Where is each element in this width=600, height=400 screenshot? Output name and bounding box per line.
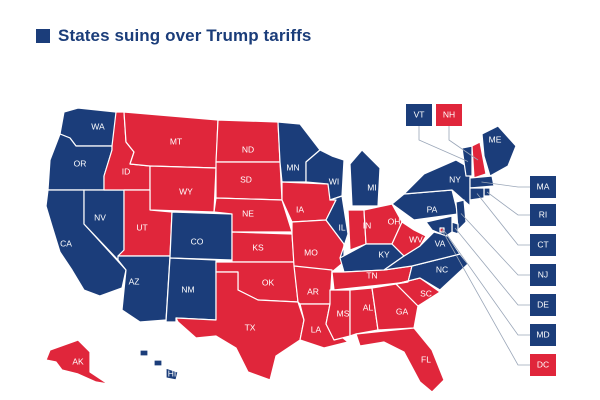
- state-label-la: LA: [311, 324, 322, 334]
- callout-box-nh: [436, 104, 462, 126]
- state-label-nc: NC: [436, 264, 448, 274]
- state-md: [425, 215, 453, 237]
- leader-line-de: [454, 227, 530, 306]
- state-me: [481, 125, 517, 177]
- state-label-co: CO: [191, 236, 204, 246]
- state-label-tn: TN: [366, 270, 377, 280]
- callout-label-nj: NJ: [538, 269, 548, 279]
- state-label-il: IL: [338, 222, 345, 232]
- state-label-ut: UT: [136, 222, 147, 232]
- leader-line-nj: [460, 213, 530, 276]
- callout-boxes: VT NH MA RI CT NJ DE MD DC: [406, 104, 556, 376]
- state-ga: [371, 283, 419, 331]
- state-label-nm: NM: [181, 284, 194, 294]
- state-label-sc: SC: [420, 288, 432, 298]
- state-pa: [391, 189, 459, 221]
- state-label-ia: IA: [296, 204, 304, 214]
- legend-swatch-suing: [36, 29, 50, 43]
- state-label-wv: WV: [409, 234, 423, 244]
- state-label-in: IN: [363, 220, 372, 230]
- state-label-nd: ND: [242, 144, 254, 154]
- leader-line-ct: [476, 193, 530, 246]
- callout-label-de: DE: [537, 299, 549, 309]
- state-label-az: AZ: [129, 276, 140, 286]
- leader-line-dc: [441, 229, 530, 366]
- callout-label-md: MD: [536, 329, 549, 339]
- state-label-ar: AR: [307, 286, 319, 296]
- state-label-pa: PA: [427, 204, 438, 214]
- state-label-ks: KS: [252, 242, 264, 252]
- state-label-oh: OH: [388, 216, 401, 226]
- callout-box-ri: [530, 204, 556, 226]
- state-label-nv: NV: [94, 212, 106, 222]
- callout-label-dc: DC: [537, 359, 549, 369]
- callout-box-md: [530, 324, 556, 346]
- state-label-va: VA: [435, 238, 446, 248]
- map-title: States suing over Trump tariffs: [58, 26, 312, 45]
- state-label-me: ME: [489, 134, 502, 144]
- callout-label-nh: NH: [443, 109, 455, 119]
- callout-box-dc: [530, 354, 556, 376]
- state-ar: [293, 265, 333, 305]
- state-wv: [391, 221, 427, 257]
- states-layer: [45, 107, 517, 393]
- callout-leaders: [418, 126, 530, 366]
- leader-line-nh: [448, 126, 479, 161]
- state-label-mi: MI: [367, 182, 376, 192]
- state-az: [117, 255, 171, 323]
- callout-box-nj: [530, 264, 556, 286]
- leader-line-vt: [418, 126, 469, 162]
- state-label-ca: CA: [60, 238, 72, 248]
- state-label-ok: OK: [262, 277, 275, 287]
- state-hi: [139, 349, 179, 381]
- leader-line-ma: [481, 181, 530, 188]
- state-label-ne: NE: [242, 208, 254, 218]
- state-mi: [349, 149, 381, 207]
- leader-line-ri: [486, 191, 530, 216]
- state-label-ga: GA: [396, 306, 409, 316]
- callout-label-vt: VT: [414, 109, 425, 119]
- state-nj: [455, 199, 467, 231]
- state-label-tx: TX: [245, 322, 256, 332]
- state-label-fl: FL: [421, 354, 431, 364]
- state-label-wi: WI: [329, 176, 339, 186]
- state-labels: WA OR CA NV ID MT WY UT AZ CO NM ND SD NE KS OK TX MN IA MO…: [60, 121, 502, 378]
- callout-box-ct: [530, 234, 556, 256]
- state-label-or: OR: [74, 158, 87, 168]
- state-label-hi: HI: [168, 368, 177, 378]
- state-al: [349, 287, 379, 337]
- state-label-mo: MO: [304, 247, 318, 257]
- callout-box-ma: [530, 176, 556, 198]
- callout-label-ri: RI: [539, 209, 548, 219]
- state-label-ak: AK: [72, 356, 84, 366]
- state-label-ny: NY: [449, 174, 461, 184]
- state-fl: [355, 327, 445, 393]
- state-label-wa: WA: [91, 121, 105, 131]
- callout-label-ma: MA: [537, 181, 550, 191]
- state-ak: [45, 339, 109, 385]
- state-nh: [471, 141, 487, 179]
- state-label-ms: MS: [337, 308, 350, 318]
- callout-box-vt: [406, 104, 432, 126]
- legend: States suing over Trump tariffs: [36, 26, 311, 46]
- state-label-sd: SD: [240, 174, 252, 184]
- state-label-wy: WY: [179, 186, 193, 196]
- state-label-ky: KY: [378, 249, 390, 259]
- state-label-al: AL: [363, 302, 374, 312]
- leader-line-md: [441, 226, 530, 336]
- state-label-mn: MN: [286, 162, 299, 172]
- state-nd: [215, 119, 281, 163]
- state-tx: [175, 271, 305, 381]
- callout-label-ct: CT: [537, 239, 548, 249]
- state-label-mt: MT: [170, 136, 182, 146]
- callout-box-de: [530, 294, 556, 316]
- state-label-id: ID: [122, 166, 131, 176]
